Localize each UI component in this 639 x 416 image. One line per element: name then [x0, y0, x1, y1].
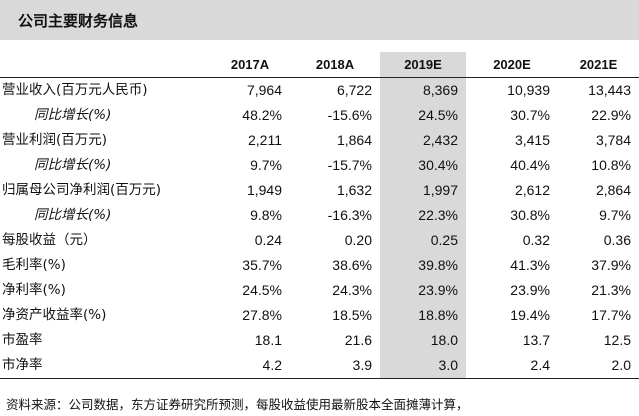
value-cell: 0.32 — [522, 232, 550, 248]
row-label: 毛利率(%) — [2, 257, 66, 273]
value-cell: 2,612 — [514, 182, 550, 198]
value-cell: 1,632 — [336, 182, 372, 198]
value-cell: 24.5% — [242, 282, 282, 298]
row-label: 归属母公司净利润(百万元) — [2, 182, 162, 198]
value-cell: 1,997 — [380, 178, 466, 203]
value-cell: 0.25 — [380, 228, 466, 253]
table-row: 净利率(%) 24.5% 24.3% 23.9% 23.9% 21.3% — [0, 278, 639, 303]
value-cell: 1,949 — [246, 182, 282, 198]
value-cell: 30.4% — [380, 153, 466, 178]
value-cell: 19.4% — [510, 307, 550, 323]
value-cell: 23.9% — [510, 282, 550, 298]
value-cell: 7,964 — [246, 82, 282, 98]
column-header-2018a: 2018A — [290, 52, 380, 78]
column-header-2021e: 2021E — [558, 52, 639, 78]
value-cell: 21.6 — [344, 332, 372, 348]
value-cell: 37.9% — [591, 257, 631, 273]
table-row: 同比增长(%) 9.7% -15.7% 30.4% 40.4% 10.8% — [0, 153, 639, 178]
value-cell: -15.6% — [327, 107, 372, 123]
value-cell: 4.2 — [210, 353, 290, 379]
value-cell: 3.0 — [380, 353, 466, 379]
row-label: 每股收益（元） — [2, 232, 97, 248]
table-body: 营业收入(百万元人民币) 7,964 6,722 8,369 10,939 13,443 同… — [0, 77, 639, 379]
value-cell: 13.7 — [522, 332, 550, 348]
value-cell: 10,939 — [507, 82, 550, 98]
value-cell: 2.0 — [558, 353, 639, 379]
column-header-2020e: 2020E — [466, 52, 558, 78]
value-cell: 35.7% — [242, 257, 282, 273]
value-cell: 41.3% — [510, 257, 550, 273]
row-label: 市净率 — [0, 353, 210, 379]
value-cell: 27.8% — [242, 307, 282, 323]
financial-table-container: 2017A 2018A 2019E 2020E 2021E 营业收入(百万元人民… — [0, 52, 639, 379]
value-cell: 30.8% — [510, 207, 550, 223]
value-cell: 22.9% — [591, 107, 631, 123]
header-label-cell — [0, 52, 210, 78]
table-row: 市净率 4.2 3.9 3.0 2.4 2.0 — [0, 353, 639, 379]
value-cell: -15.7% — [327, 157, 372, 173]
value-cell: 9.8% — [250, 207, 282, 223]
value-cell: 13,443 — [588, 82, 631, 98]
table-row: 市盈率 18.1 21.6 18.0 13.7 12.5 — [0, 328, 639, 353]
value-cell: 9.7% — [599, 207, 631, 223]
source-footnote: 资料来源：公司数据，东方证券研究所预测，每股收益使用最新股本全面摊薄计算， — [6, 397, 469, 412]
row-label: 净利率(%) — [2, 282, 66, 298]
row-label: 同比增长(%) — [34, 107, 112, 123]
column-header-2019e: 2019E — [380, 52, 466, 78]
value-cell: 23.9% — [380, 278, 466, 303]
value-cell: 21.3% — [591, 282, 631, 298]
column-header-2017a: 2017A — [210, 52, 290, 78]
financial-summary-table: 2017A 2018A 2019E 2020E 2021E 营业收入(百万元人民… — [0, 52, 639, 379]
value-cell: 18.1 — [254, 332, 282, 348]
value-cell: 39.8% — [380, 253, 466, 278]
value-cell: -16.3% — [327, 207, 372, 223]
table-header-row: 2017A 2018A 2019E 2020E 2021E — [0, 52, 639, 78]
value-cell: 8,369 — [380, 77, 466, 103]
value-cell: 10.8% — [591, 157, 631, 173]
value-cell: 0.20 — [344, 232, 372, 248]
section-title: 公司主要财务信息 — [18, 11, 139, 30]
value-cell: 48.2% — [242, 107, 282, 123]
value-cell: 30.7% — [510, 107, 550, 123]
row-label: 市盈率 — [2, 332, 43, 348]
value-cell: 12.5 — [603, 332, 631, 348]
table-row: 每股收益（元） 0.24 0.20 0.25 0.32 0.36 — [0, 228, 639, 253]
value-cell: 0.36 — [603, 232, 631, 248]
value-cell: 1,864 — [336, 132, 372, 148]
value-cell: 38.6% — [332, 257, 372, 273]
table-row: 归属母公司净利润(百万元) 1,949 1,632 1,997 2,612 2,864 — [0, 178, 639, 203]
table-row: 营业收入(百万元人民币) 7,964 6,722 8,369 10,939 13,443 — [0, 77, 639, 103]
row-label: 营业收入(百万元人民币) — [2, 82, 148, 98]
row-label: 净资产收益率(%) — [2, 307, 107, 323]
table-row: 营业利润(百万元) 2,211 1,864 2,432 3,415 3,784 — [0, 128, 639, 153]
value-cell: 40.4% — [510, 157, 550, 173]
value-cell: 3,415 — [514, 132, 550, 148]
row-label: 同比增长(%) — [34, 157, 112, 173]
row-label: 同比增长(%) — [34, 207, 112, 223]
value-cell: 24.3% — [332, 282, 372, 298]
value-cell: 17.7% — [591, 307, 631, 323]
value-cell: 3,784 — [595, 132, 631, 148]
value-cell: 2,211 — [248, 132, 282, 148]
value-cell: 2,432 — [380, 128, 466, 153]
value-cell: 2.4 — [466, 353, 558, 379]
value-cell: 18.0 — [380, 328, 466, 353]
table-row: 毛利率(%) 35.7% 38.6% 39.8% 41.3% 37.9% — [0, 253, 639, 278]
value-cell: 9.7% — [250, 157, 282, 173]
value-cell: 18.5% — [332, 307, 372, 323]
value-cell: 22.3% — [380, 203, 466, 228]
table-row: 同比增长(%) 9.8% -16.3% 22.3% 30.8% 9.7% — [0, 203, 639, 228]
table-row: 同比增长(%) 48.2% -15.6% 24.5% 30.7% 22.9% — [0, 103, 639, 128]
value-cell: 2,864 — [595, 182, 631, 198]
value-cell: 24.5% — [380, 103, 466, 128]
table-row: 净资产收益率(%) 27.8% 18.5% 18.8% 19.4% 17.7% — [0, 303, 639, 328]
value-cell: 18.8% — [380, 303, 466, 328]
value-cell: 3.9 — [290, 353, 380, 379]
value-cell: 6,722 — [336, 82, 372, 98]
section-title-bar: 公司主要财务信息 — [0, 0, 639, 40]
value-cell: 0.24 — [254, 232, 282, 248]
row-label: 营业利润(百万元) — [2, 132, 108, 148]
